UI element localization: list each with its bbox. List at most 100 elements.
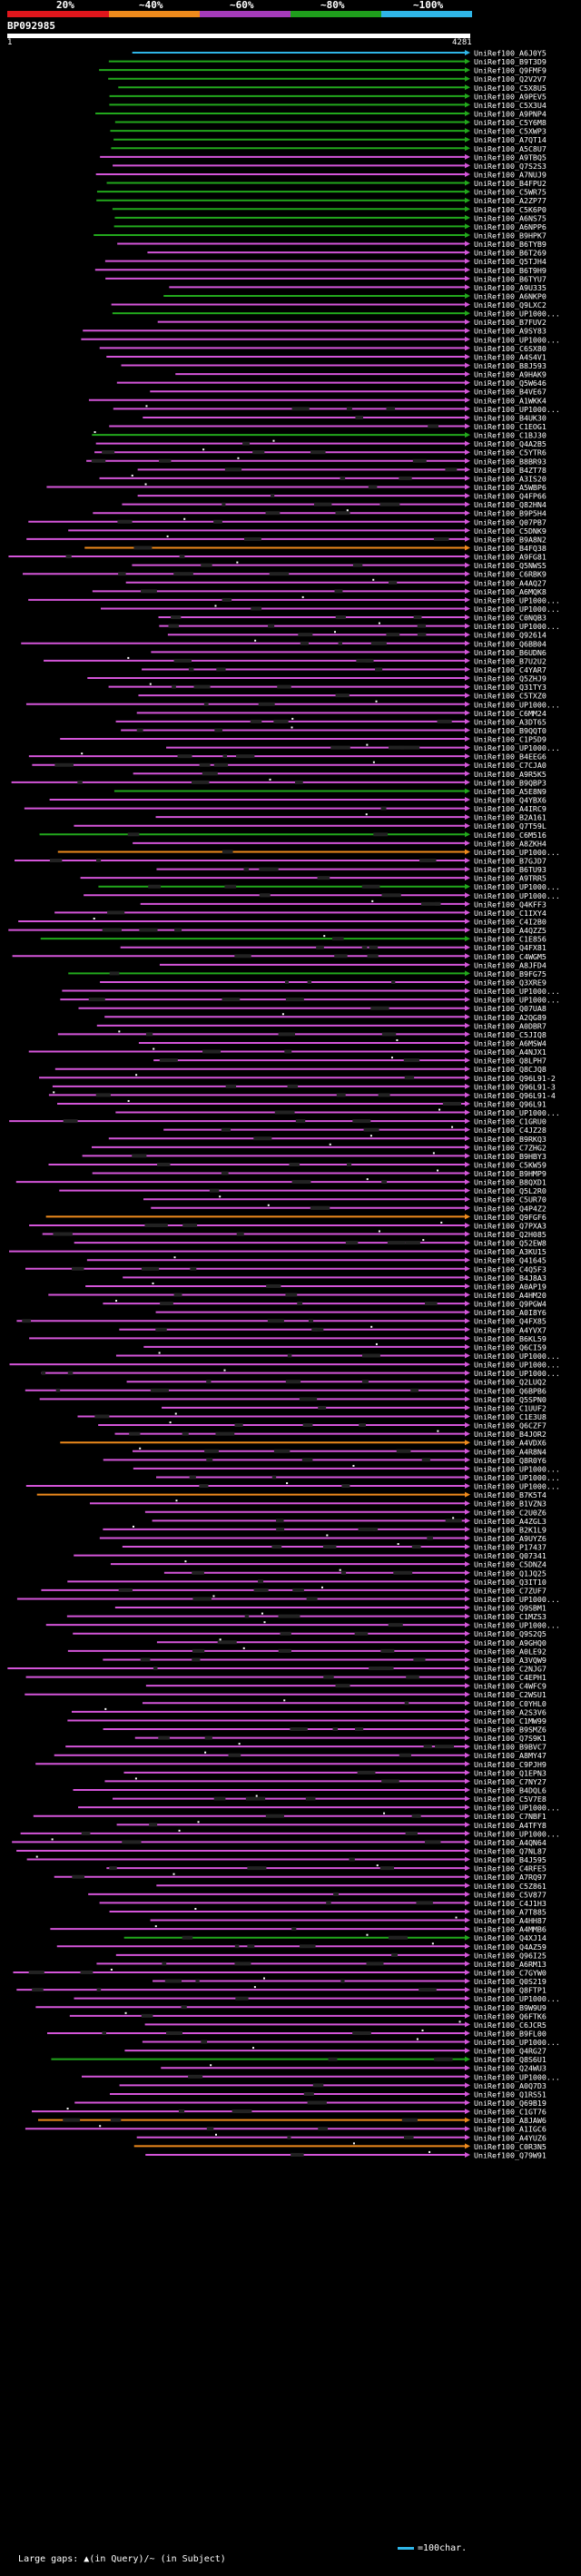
- hit-row[interactable]: UniRef100_A5C8U7: [111, 144, 547, 153]
- hit-row[interactable]: UniRef100_UP1000...: [25, 1482, 560, 1491]
- hit-label[interactable]: UniRef100_B9QBP3: [474, 778, 547, 787]
- hit-row[interactable]: UniRef100_A6NKP0: [163, 291, 547, 300]
- hit-row[interactable]: UniRef100_B4JOR2: [114, 1430, 547, 1439]
- hit-row[interactable]: UniRef100_Q96L91: [57, 1099, 547, 1108]
- hit-label[interactable]: UniRef100_C0YHL0: [474, 1699, 547, 1708]
- hit-row[interactable]: UniRef100_A0I8Y6: [155, 1308, 547, 1317]
- hit-label[interactable]: UniRef100_Q9FMF9: [474, 66, 547, 75]
- hit-label[interactable]: UniRef100_C4WGM5: [474, 952, 547, 961]
- hit-label[interactable]: UniRef100_Q2V2V7: [474, 74, 547, 84]
- hit-label[interactable]: UniRef100_UP1000...: [474, 700, 560, 709]
- hit-row[interactable]: UniRef100_Q07341: [74, 1551, 547, 1560]
- hit-label[interactable]: UniRef100_C5Y6M8: [474, 118, 547, 127]
- hit-row[interactable]: UniRef100_Q7NL87: [16, 1846, 547, 1855]
- hit-label[interactable]: UniRef100_C6SX80: [474, 344, 547, 353]
- hit-label[interactable]: UniRef100_UP1000...: [474, 1595, 560, 1604]
- hit-label[interactable]: UniRef100_A9TBQ5: [474, 152, 547, 162]
- hit-label[interactable]: UniRef100_Q6CZF7: [474, 1421, 547, 1431]
- hit-row[interactable]: UniRef100_A8JFD4: [159, 960, 547, 969]
- hit-label[interactable]: UniRef100_UP1000...: [474, 1804, 560, 1813]
- hit-label[interactable]: UniRef100_C1UUF2: [474, 1403, 547, 1412]
- hit-row[interactable]: UniRef100_UP1000...: [74, 1994, 560, 2003]
- hit-label[interactable]: UniRef100_UP1000...: [474, 1352, 560, 1361]
- hit-row[interactable]: UniRef100_Q3IT10: [67, 1578, 547, 1587]
- hit-label[interactable]: UniRef100_A5C8U7: [474, 144, 547, 153]
- hit-label[interactable]: UniRef100_C5X3U4: [474, 101, 547, 110]
- hit-row[interactable]: UniRef100_A4QZZ5: [8, 926, 547, 935]
- hit-label[interactable]: UniRef100_UP1000...: [474, 1829, 560, 1838]
- hit-row[interactable]: UniRef100_UP1000...: [115, 1108, 560, 1117]
- hit-row[interactable]: UniRef100_C5DNZ4: [110, 1560, 547, 1569]
- hit-row[interactable]: UniRef100_Q4FX81: [120, 943, 547, 952]
- hit-label[interactable]: UniRef100_A3VQW9: [474, 1656, 547, 1665]
- hit-label[interactable]: UniRef100_B9P5H4: [474, 509, 547, 518]
- hit-label[interactable]: UniRef100_B9W9U9: [474, 2003, 547, 2012]
- hit-label[interactable]: UniRef100_B2K1L9: [474, 1525, 547, 1534]
- hit-label[interactable]: UniRef100_Q1EPN3: [474, 1768, 547, 1777]
- hit-row[interactable]: UniRef100_A6NPP6: [113, 222, 547, 231]
- hit-row[interactable]: UniRef100_A6MSW4: [138, 1038, 547, 1047]
- hit-label[interactable]: UniRef100_B4ZT78: [474, 466, 547, 475]
- hit-row[interactable]: UniRef100_A5WBP6: [46, 483, 547, 492]
- hit-row[interactable]: UniRef100_B4FQ38: [84, 544, 547, 553]
- hit-label[interactable]: UniRef100_UP1000...: [474, 987, 560, 996]
- hit-row[interactable]: UniRef100_UP1000...: [45, 1621, 560, 1630]
- hit-label[interactable]: UniRef100_C5X8U5: [474, 84, 547, 93]
- hit-row[interactable]: UniRef100_C1GRU0: [9, 1117, 547, 1126]
- hit-label[interactable]: UniRef100_Q52EW8: [474, 1239, 547, 1248]
- hit-label[interactable]: UniRef100_B9QQT0: [474, 726, 547, 735]
- hit-row[interactable]: UniRef100_Q9LXC2: [111, 300, 547, 310]
- hit-row[interactable]: UniRef100_A4S4V1: [106, 352, 547, 361]
- hit-label[interactable]: UniRef100_C1P5D9: [474, 735, 547, 744]
- hit-row[interactable]: UniRef100_Q4XJ14: [123, 1933, 547, 1942]
- hit-row[interactable]: UniRef100_A3VQW9: [103, 1656, 547, 1665]
- hit-label[interactable]: UniRef100_Q07PB7: [474, 517, 547, 526]
- hit-label[interactable]: UniRef100_A9GHQ0: [474, 1638, 547, 1647]
- hit-label[interactable]: UniRef100_C1GRU0: [474, 1117, 547, 1126]
- hit-row[interactable]: UniRef100_C1GT76: [32, 2108, 547, 2117]
- hit-row[interactable]: UniRef100_B9QBP3: [11, 778, 547, 787]
- hit-label[interactable]: UniRef100_C5JIQ8: [474, 1030, 547, 1039]
- hit-row[interactable]: UniRef100_C5V877: [88, 1890, 547, 1899]
- hit-label[interactable]: UniRef100_B4FPU2: [474, 179, 547, 188]
- hit-row[interactable]: UniRef100_Q6CI59: [143, 1342, 547, 1352]
- hit-row[interactable]: UniRef100_C6M516: [39, 831, 547, 840]
- hit-row[interactable]: UniRef100_A0Q7D3: [119, 2081, 547, 2090]
- hit-row[interactable]: UniRef100_C5Z861: [156, 1882, 547, 1891]
- hit-row[interactable]: UniRef100_A9TRR5: [80, 874, 547, 883]
- hit-label[interactable]: UniRef100_A2ZP77: [474, 196, 547, 205]
- hit-row[interactable]: UniRef100_C5WR75: [96, 188, 547, 197]
- hit-row[interactable]: UniRef100_UP1000...: [112, 310, 560, 319]
- hit-row[interactable]: UniRef100_C1E856: [40, 935, 547, 944]
- hit-label[interactable]: UniRef100_Q2LUQ2: [474, 1378, 547, 1387]
- hit-label[interactable]: UniRef100_A3DT65: [474, 717, 547, 726]
- hit-label[interactable]: UniRef100_Q96I25: [474, 1951, 547, 1960]
- hit-row[interactable]: UniRef100_UP1000...: [142, 2038, 560, 2047]
- hit-label[interactable]: UniRef100_Q4KFF3: [474, 900, 547, 909]
- hit-label[interactable]: UniRef100_Q4P4Z2: [474, 1204, 547, 1213]
- hit-label[interactable]: UniRef100_C5TXZ0: [474, 692, 547, 701]
- hit-label[interactable]: UniRef100_B4J595: [474, 1855, 547, 1864]
- hit-label[interactable]: UniRef100_UP1000...: [474, 1473, 560, 1482]
- hit-row[interactable]: UniRef100_C5X3U4: [109, 101, 547, 110]
- hit-row[interactable]: UniRef100_Q96L91-3: [52, 1082, 556, 1091]
- hit-row[interactable]: UniRef100_Q6BPB6: [25, 1386, 547, 1395]
- hit-row[interactable]: UniRef100_B6T269: [147, 249, 547, 258]
- hit-row[interactable]: UniRef100_UP1000...: [60, 996, 560, 1005]
- hit-row[interactable]: UniRef100_A7QT14: [113, 135, 547, 144]
- hit-row[interactable]: UniRef100_Q92614: [167, 631, 547, 640]
- hit-label[interactable]: UniRef100_UP1000...: [474, 605, 560, 614]
- hit-label[interactable]: UniRef100_A0LE92: [474, 1647, 547, 1656]
- hit-label[interactable]: UniRef100_C1GT76: [474, 2108, 547, 2117]
- hit-row[interactable]: UniRef100_Q6CZF7: [98, 1421, 547, 1431]
- hit-label[interactable]: UniRef100_Q6BPB6: [474, 1386, 547, 1395]
- hit-label[interactable]: UniRef100_C7CJA0: [474, 761, 547, 770]
- hit-row[interactable]: UniRef100_A9TBQ5: [100, 152, 547, 162]
- hit-row[interactable]: UniRef100_Q3XRE9: [100, 978, 547, 987]
- hit-row[interactable]: UniRef100_Q69B19: [74, 2099, 547, 2108]
- hit-label[interactable]: UniRef100_Q7S9K1: [474, 1734, 547, 1743]
- hit-row[interactable]: UniRef100_Q1EPN3: [123, 1768, 547, 1777]
- hit-label[interactable]: UniRef100_C7NY27: [474, 1777, 547, 1786]
- hit-row[interactable]: UniRef100_Q8S6U1: [51, 2055, 547, 2064]
- hit-label[interactable]: UniRef100_Q8R0Y6: [474, 1456, 547, 1465]
